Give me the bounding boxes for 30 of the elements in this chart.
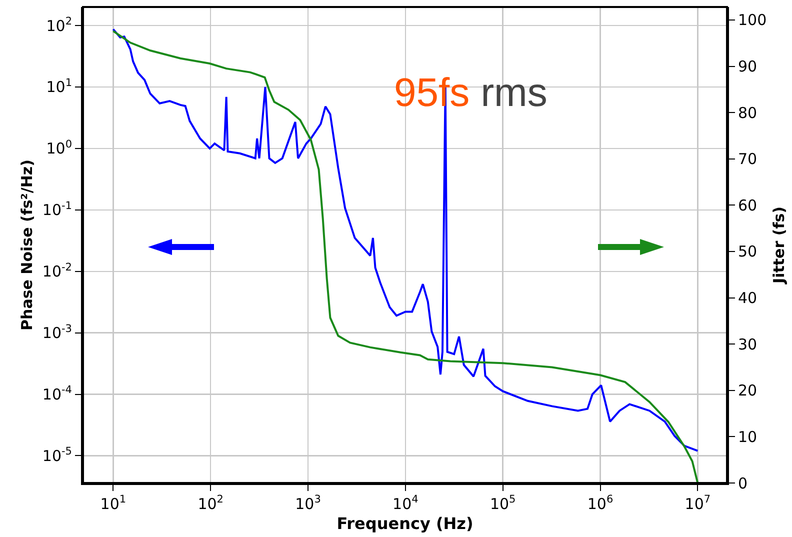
y-tick-label: 10$^{-2}$	[42, 261, 72, 281]
y2-tick-label: 30	[738, 335, 758, 354]
x-tick-label: 10$^{3}$	[295, 494, 321, 513]
y-tick-label: 10$^{-5}$	[42, 446, 72, 465]
x-tick-label: 10$^{5}$	[490, 494, 516, 513]
x-tick-label: 10$^{4}$	[392, 494, 419, 513]
y2-tick-label: 100	[738, 11, 767, 30]
x-tick-label: 10$^{2}$	[198, 494, 224, 513]
y-axis-title: Phase Noise (fs²/Hz)	[18, 160, 36, 330]
y2-tick-label: 90	[738, 58, 758, 76]
y2-tick-label: 60	[738, 196, 758, 214]
y2-tick-label: 40	[738, 289, 758, 308]
y2-tick-label: 50	[738, 242, 758, 261]
y-tick-label: 10$^{0}$	[46, 138, 72, 158]
x-tick-label: 10$^{7}$	[684, 494, 711, 513]
annotation: 95fs rms	[394, 71, 548, 115]
y-tick-label: 10$^{-1}$	[42, 200, 72, 220]
y-tick-label: 10$^{1}$	[46, 76, 72, 96]
y-tick-label: 10$^{-4}$	[42, 384, 72, 404]
y2-tick-label: 80	[738, 104, 758, 122]
y2-tick-label: 70	[738, 150, 758, 168]
y2-tick-label: 20	[738, 382, 758, 400]
x-tick-label: 10$^{1}$	[100, 494, 126, 513]
y2-tick-label: 10	[738, 428, 758, 446]
y2-axis-title: Jitter (fs)	[770, 206, 788, 285]
y-tick-label: 10$^{2}$	[46, 15, 72, 35]
y-tick-label: 10$^{-3}$	[42, 322, 72, 342]
x-axis-title: Frequency (Hz)	[336, 514, 474, 534]
x-tick-label: 10$^{6}$	[587, 494, 614, 513]
y2-tick-label: 0	[738, 474, 748, 492]
